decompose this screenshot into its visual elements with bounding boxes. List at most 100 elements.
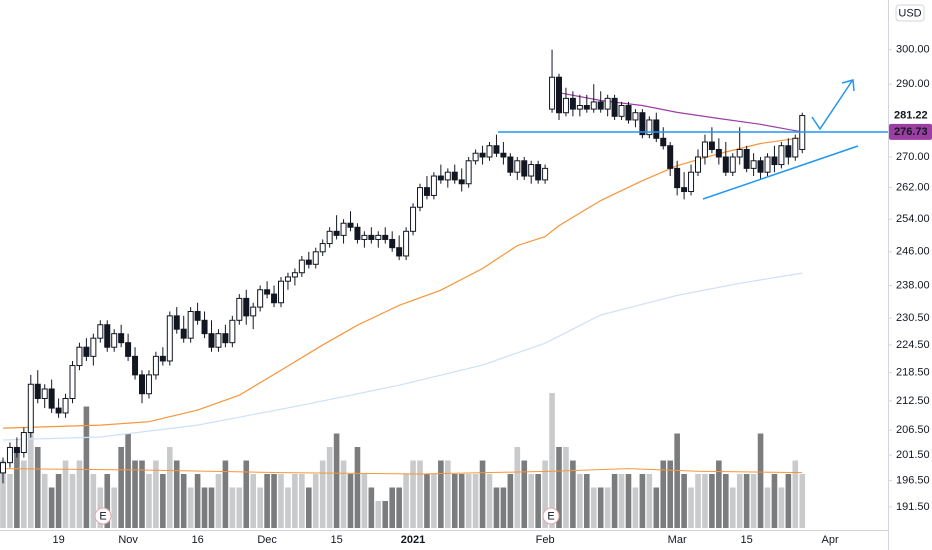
candle-body	[764, 156, 771, 173]
y-tick-label: 206.50	[896, 424, 930, 436]
y-tick-label: 230.50	[896, 312, 930, 324]
candle-body	[243, 297, 250, 317]
candle-body	[479, 152, 486, 158]
volume-bar	[757, 433, 764, 528]
moving-average-label: 276.73	[894, 126, 928, 138]
moving-average-label-box	[889, 123, 932, 140]
volume-bar	[604, 487, 611, 528]
volume-bar	[451, 474, 458, 528]
y-tick-label: 218.50	[896, 366, 930, 378]
candle-body	[695, 156, 701, 173]
volume-bar	[563, 447, 569, 528]
volume-bar	[69, 474, 76, 528]
candle-body	[0, 462, 6, 474]
candle-body	[208, 333, 215, 348]
candle-body	[284, 276, 291, 282]
y-tick-label: 246.00	[896, 246, 930, 258]
earnings-marker[interactable]	[94, 507, 112, 525]
candle-body	[368, 234, 375, 240]
volume-bar	[285, 487, 291, 528]
candle-body	[757, 160, 764, 173]
volume-bar	[299, 474, 305, 528]
volume-bar	[306, 487, 312, 528]
candle-body	[625, 105, 632, 121]
volume-bar	[472, 474, 479, 528]
candle-body	[569, 97, 576, 110]
candle-body	[778, 145, 785, 166]
volume-bar	[785, 474, 792, 528]
y-tick-label: 191.50	[896, 501, 930, 513]
candle-body	[472, 152, 479, 162]
volume-bar	[375, 501, 382, 528]
volume-bar	[333, 433, 340, 528]
last-price-label-box	[889, 107, 932, 124]
volume-bar	[702, 474, 708, 528]
volume-bar	[41, 474, 48, 528]
candle-body	[97, 324, 104, 339]
volume-bar	[535, 474, 541, 528]
candle-body	[653, 119, 660, 139]
volume-bar	[111, 487, 117, 528]
volume-bar	[264, 474, 270, 528]
volume-bar	[778, 487, 785, 528]
candle-body	[48, 388, 55, 409]
volume-bar	[139, 460, 145, 528]
candle-body	[486, 145, 493, 158]
candle-body	[250, 306, 257, 317]
candle-body	[159, 355, 166, 362]
y-tick-label: 254.00	[896, 213, 930, 225]
volume-bar	[500, 487, 507, 528]
candle-body	[173, 315, 180, 330]
volume-bar	[424, 474, 430, 528]
volume-bar	[674, 433, 680, 528]
volume-bar	[528, 474, 534, 528]
currency-box[interactable]	[895, 4, 925, 22]
volume-bar	[21, 460, 27, 528]
volume-bar	[479, 460, 486, 528]
candle-body	[743, 148, 750, 169]
volume-bar	[194, 474, 201, 528]
projection-arrow[interactable]	[811, 80, 853, 131]
candle-body	[500, 152, 507, 158]
y-tick-label: 270.00	[896, 151, 930, 163]
volume-bar	[180, 474, 187, 528]
candle-body	[319, 243, 326, 253]
candle-body	[194, 310, 201, 321]
candle-body	[785, 145, 792, 158]
volume-bar	[403, 474, 409, 528]
volume-bar	[542, 460, 548, 528]
volume-bar	[521, 460, 528, 528]
candle-body	[521, 160, 528, 177]
candle-body	[514, 160, 521, 173]
x-tick-label: Dec	[257, 534, 277, 546]
candle-body	[278, 280, 284, 304]
currency: USD	[898, 7, 921, 19]
volume-bar	[639, 474, 646, 528]
candle-body	[437, 175, 444, 181]
volume-bar	[458, 474, 465, 528]
volume-bar	[792, 460, 799, 528]
candle-body	[410, 206, 417, 232]
volume-bar	[556, 447, 562, 528]
candle-body	[708, 141, 715, 150]
candle-body	[291, 272, 298, 278]
candle-body	[69, 365, 76, 400]
candle-body	[34, 383, 41, 400]
candle-body	[152, 355, 159, 376]
candle-body	[576, 105, 583, 110]
volume-bar	[201, 487, 208, 528]
support-line[interactable]	[702, 145, 859, 200]
candle-body	[674, 167, 681, 189]
y-tick-label: 290.00	[896, 78, 930, 90]
earnings-marker[interactable]	[542, 507, 560, 525]
candle-body	[187, 310, 194, 339]
volume-bar	[736, 474, 743, 528]
candle-body	[729, 156, 736, 173]
candle-body	[389, 238, 396, 249]
candle-body	[715, 148, 722, 158]
candle-body	[27, 383, 34, 434]
candle-body	[792, 137, 799, 158]
candle-body	[403, 230, 410, 257]
volume-bar	[771, 474, 778, 528]
volume-bar	[55, 474, 62, 528]
